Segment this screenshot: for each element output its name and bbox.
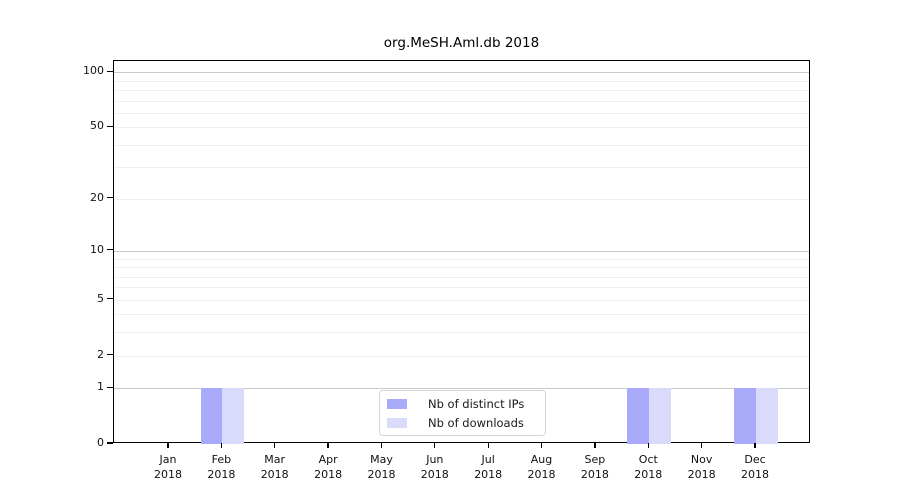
x-tick-year: 2018: [154, 468, 182, 481]
x-tick-label: Feb 2018: [186, 452, 256, 482]
x-tick: [594, 443, 596, 448]
x-tick-month: Oct: [638, 453, 658, 466]
y-gridline-minor: [114, 276, 809, 278]
y-tick: [107, 70, 113, 72]
y-gridline-minor: [114, 355, 809, 357]
bar-downloads: [222, 388, 245, 444]
x-tick: [434, 443, 436, 448]
x-tick-label: Jun 2018: [400, 452, 470, 482]
y-gridline-minor: [114, 100, 809, 102]
bar-distinct-ips: [200, 388, 223, 444]
y-gridline-minor: [114, 314, 809, 316]
legend-label-distinct-ips: Nb of distinct IPs: [428, 396, 525, 411]
y-tick: [107, 353, 113, 356]
y-tick-label: 100: [83, 64, 104, 78]
y-tick-label: 1: [97, 380, 104, 394]
y-tick-label: 0: [97, 436, 104, 449]
x-tick-year: 2018: [687, 468, 716, 481]
x-tick-year: 2018: [634, 468, 663, 481]
x-tick: [274, 443, 276, 448]
y-gridline-minor: [114, 198, 809, 200]
x-tick: [700, 443, 703, 448]
y-gridline-minor: [114, 167, 809, 169]
x-tick-month: Sep: [584, 453, 606, 466]
x-tick-label: Mar 2018: [240, 452, 310, 482]
x-tick-month: Aug: [530, 453, 553, 466]
y-gridline-minor: [114, 258, 809, 260]
y-gridline-minor: [114, 267, 809, 268]
x-tick: [327, 443, 329, 448]
legend-swatch-distinct-ips-icon: [387, 398, 407, 409]
y-gridline-major: [114, 250, 809, 252]
y-tick: [107, 197, 113, 199]
x-tick-month: Feb: [211, 453, 232, 466]
legend-item-distinct-ips: Nb of distinct IPs: [387, 397, 545, 411]
y-tick: [107, 386, 113, 388]
bar-distinct-ips: [627, 388, 650, 444]
x-tick-label: Dec 2018: [720, 452, 790, 482]
x-tick: [754, 443, 756, 448]
legend-swatch-downloads-icon: [387, 417, 407, 428]
x-tick-month: Jun: [426, 453, 444, 466]
y-tick-label: 10: [90, 242, 104, 256]
x-tick-label: Sep 2018: [560, 452, 630, 482]
x-tick-year: 2018: [207, 468, 236, 481]
x-tick-month: Nov: [690, 453, 713, 466]
x-tick-month: Jan: [159, 453, 177, 466]
y-tick: [107, 297, 113, 300]
y-gridline-minor: [114, 144, 809, 146]
x-tick-year: 2018: [367, 468, 396, 481]
x-tick: [647, 443, 649, 448]
y-tick: [107, 249, 113, 251]
bar-distinct-ips: [734, 388, 756, 444]
x-tick-label: Nov 2018: [667, 452, 737, 482]
x-tick: [540, 443, 543, 448]
x-tick: [167, 443, 169, 448]
y-gridline-minor: [114, 89, 809, 91]
y-tick-label: 50: [90, 119, 104, 133]
y-gridline-minor: [114, 332, 809, 334]
y-tick-label: 5: [97, 291, 104, 305]
x-tick: [380, 443, 383, 448]
bar-downloads: [756, 388, 778, 444]
x-tick-year: 2018: [580, 468, 609, 481]
chart-title: org.MeSH.Aml.db 2018: [383, 35, 540, 51]
x-tick-month: Jul: [481, 453, 495, 466]
x-tick-month: Mar: [264, 453, 286, 466]
y-gridline-minor: [114, 112, 809, 114]
legend-item-downloads: Nb of downloads: [387, 416, 545, 430]
x-tick-label: Jul 2018: [453, 452, 523, 482]
x-tick: [220, 443, 223, 448]
x-tick-year: 2018: [420, 468, 449, 481]
bar-downloads: [649, 388, 672, 444]
y-tick: [107, 442, 113, 444]
x-tick-month: Apr: [318, 453, 338, 466]
y-tick-label: 20: [90, 190, 104, 204]
x-tick: [487, 443, 489, 448]
x-tick-label: May 2018: [347, 452, 417, 482]
legend: Nb of distinct IPs Nb of downloads: [379, 390, 546, 436]
y-gridline-minor: [114, 287, 809, 289]
legend-label-downloads: Nb of downloads: [428, 415, 524, 430]
x-tick-year: 2018: [314, 468, 343, 481]
x-tick-label: Oct 2018: [613, 452, 683, 482]
y-gridline-major: [114, 72, 809, 74]
x-tick-label: Jan 2018: [133, 452, 203, 482]
y-gridline-minor: [114, 80, 809, 82]
x-tick-label: Apr 2018: [293, 452, 363, 482]
plot-area: Nb of distinct IPs Nb of downloads: [113, 60, 810, 444]
y-gridline-minor: [114, 299, 809, 301]
y-tick: [107, 125, 113, 127]
x-tick-year: 2018: [741, 468, 769, 481]
x-tick-year: 2018: [260, 468, 289, 481]
y-tick-label: 2: [97, 347, 104, 361]
x-tick-year: 2018: [474, 468, 503, 481]
x-tick-month: Dec: [744, 453, 766, 466]
y-gridline-major: [114, 388, 809, 390]
x-tick-month: May: [370, 453, 393, 466]
x-tick-label: Aug 2018: [507, 452, 577, 482]
y-gridline-minor: [114, 127, 809, 129]
x-tick-year: 2018: [527, 468, 556, 481]
